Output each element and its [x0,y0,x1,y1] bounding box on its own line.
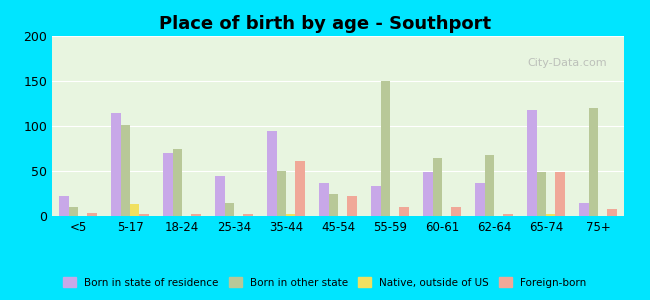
Bar [225,203,234,216]
Bar [546,214,555,216]
Bar [347,196,357,216]
Bar [589,108,598,216]
Bar [69,207,78,216]
Bar [191,214,201,216]
Bar [111,112,121,216]
Bar [139,214,149,216]
Bar [381,81,390,216]
Bar [295,161,305,216]
Bar [215,176,225,216]
Bar [537,172,546,216]
Bar [485,155,494,216]
Bar [163,153,173,216]
Bar [267,130,277,216]
Legend: Born in state of residence, Born in other state, Native, outside of US, Foreign-: Born in state of residence, Born in othe… [59,273,591,292]
Bar [475,183,485,216]
Bar [173,148,182,216]
Bar [371,186,381,216]
Bar [59,196,69,216]
Bar [87,213,97,216]
Bar [579,203,589,216]
Bar [451,207,461,216]
Bar [555,172,565,216]
Bar [329,194,338,216]
Bar [423,172,433,216]
Bar [319,183,329,216]
Bar [527,110,537,216]
Bar [277,171,286,216]
Bar [433,158,442,216]
Bar [286,214,295,216]
Bar [607,209,617,216]
Bar [503,214,513,216]
Text: Place of birth by age - Southport: Place of birth by age - Southport [159,15,491,33]
Bar [399,207,409,216]
Bar [243,214,253,216]
Bar [130,204,139,216]
Text: City-Data.com: City-Data.com [527,58,607,68]
Bar [121,125,130,216]
